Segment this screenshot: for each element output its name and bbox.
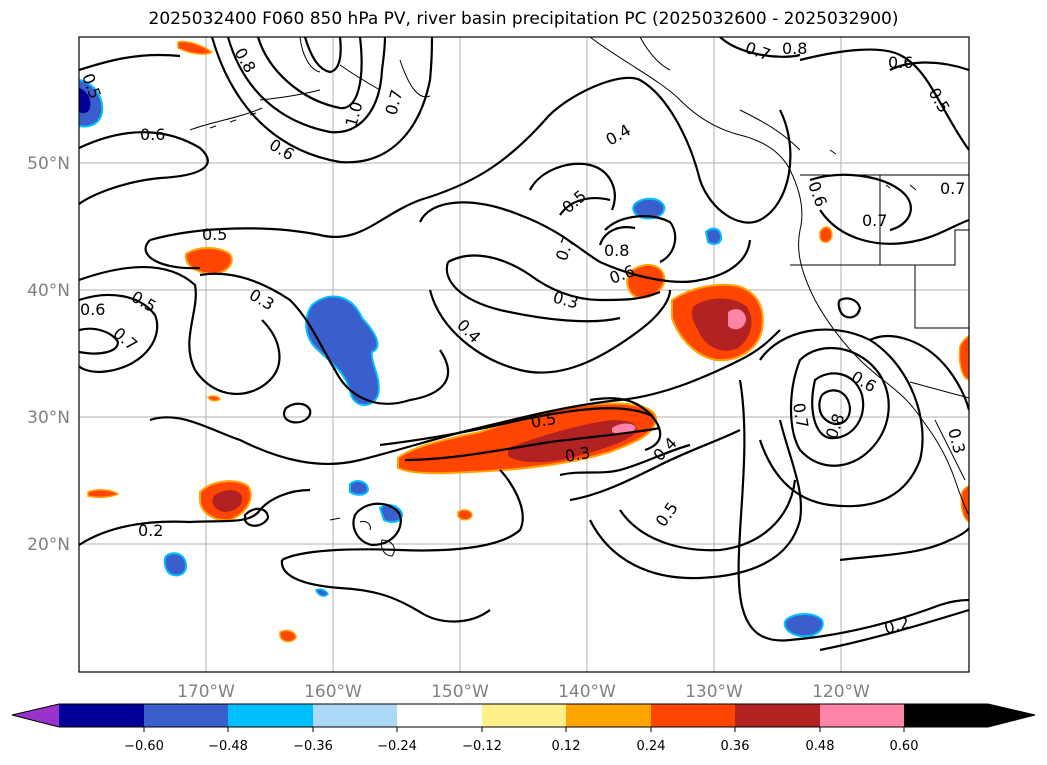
colorbar-tick-label: 0.24 xyxy=(637,739,666,754)
lon-label: 120°W xyxy=(812,682,870,702)
colorbar-tick-label: −0.48 xyxy=(208,739,248,754)
colorbar-tick-label: 0.48 xyxy=(806,739,835,754)
lon-label: 150°W xyxy=(431,682,489,702)
negative-precip-areas xyxy=(79,78,824,638)
contour-label: 0.6 xyxy=(80,300,105,319)
lat-label: 50°N xyxy=(27,154,70,174)
contour-label: 0.3 xyxy=(563,443,591,466)
colorbar-segment xyxy=(482,704,566,727)
colorbar-segment xyxy=(566,704,651,727)
pv-contours xyxy=(79,37,969,652)
colorbar-tick-label: −0.60 xyxy=(124,739,164,754)
colorbar-tick-label: −0.12 xyxy=(462,739,502,754)
colorbar-tick-label: 0.36 xyxy=(721,739,750,754)
lon-label: 170°W xyxy=(177,682,235,702)
colorbar-segment xyxy=(397,704,482,727)
contour-label: 0.6 xyxy=(140,125,165,144)
colorbar-tick-label: −0.24 xyxy=(377,739,417,754)
contour-label: 0.8 xyxy=(782,39,807,58)
contour-label: 0.6 xyxy=(888,53,913,72)
plot-frame xyxy=(78,36,970,673)
contour-label: 0.7 xyxy=(862,211,887,230)
contour-label: 0.8 xyxy=(604,241,629,260)
lon-label: 140°W xyxy=(558,682,616,702)
colorbar-segment xyxy=(228,704,313,727)
latitude-labels: 50°N 40°N 30°N 20°N xyxy=(27,154,70,555)
contour-label: 0.7 xyxy=(789,401,812,429)
lat-label: 30°N xyxy=(27,408,70,428)
colorbar-segment xyxy=(904,704,1035,727)
colorbar-segment xyxy=(651,704,735,727)
contour-label: 0.2 xyxy=(138,521,163,540)
lon-label: 160°W xyxy=(304,682,362,702)
lat-label: 40°N xyxy=(27,281,70,301)
colorbar-segment xyxy=(59,704,144,727)
map-title: 2025032400 F060 850 hPa PV, river basin … xyxy=(148,9,899,29)
lat-label: 20°N xyxy=(27,535,70,555)
colorbar-tick-label: 0.12 xyxy=(552,739,581,754)
colorbar-segment xyxy=(313,704,397,727)
map-plot: 0.5 0.6 0.8 1.0 0.7 0.6 0.5 0.3 0.6 0.5 … xyxy=(79,37,969,672)
colorbar-segment xyxy=(820,704,904,727)
colorbar-segment xyxy=(12,704,59,727)
lon-label: 130°W xyxy=(685,682,743,702)
contour-label: 0.5 xyxy=(202,225,227,244)
colorbar-tick-label: −0.36 xyxy=(293,739,333,754)
colorbar-segment xyxy=(735,704,820,727)
colorbar-tick-label: 0.60 xyxy=(890,739,919,754)
contour-label: 0.5 xyxy=(529,409,557,432)
longitude-labels: 170°W 160°W 150°W 140°W 130°W 120°W xyxy=(177,682,870,702)
coastlines xyxy=(189,37,969,557)
contour-label: 0.7 xyxy=(940,179,965,198)
colorbar: −0.60 −0.48 −0.36 −0.24 −0.12 0.12 0.24 … xyxy=(11,703,1036,754)
colorbar-segment xyxy=(144,704,228,727)
